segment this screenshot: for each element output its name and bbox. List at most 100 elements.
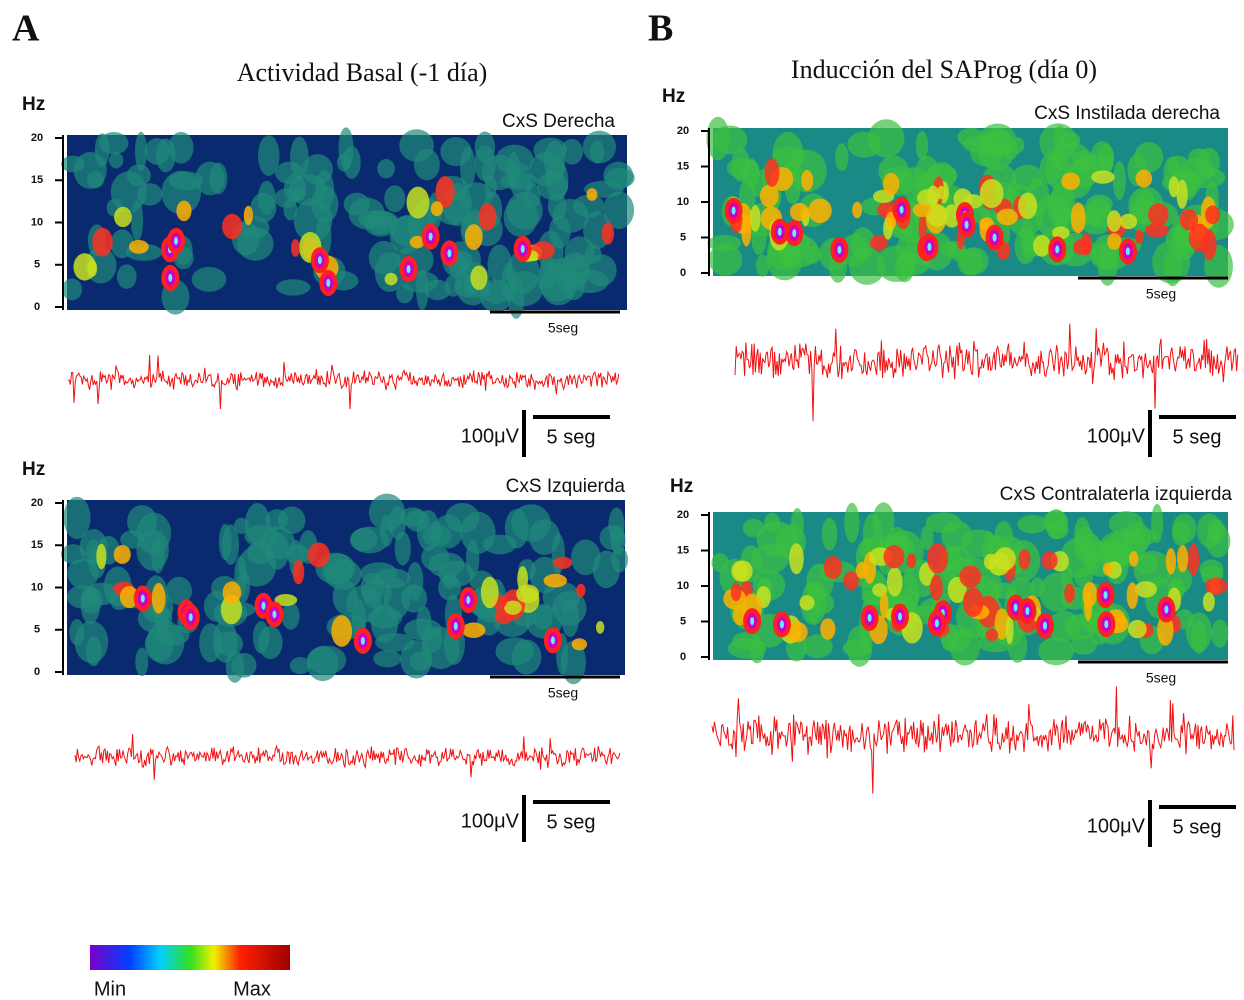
y-tick-label: 0 <box>680 651 686 663</box>
spectrogram-blob <box>464 224 483 250</box>
spectrogram <box>706 116 1234 288</box>
spectrogram-blob <box>970 139 1004 167</box>
spectrogram-blob <box>1038 636 1074 666</box>
spectrogram-blob <box>399 129 434 162</box>
spectrogram-blob <box>127 504 157 539</box>
spectrogram-blob <box>985 628 999 642</box>
spectrogram-blob <box>1112 161 1126 201</box>
spectrogram-blob <box>1047 520 1069 539</box>
spectrogram-blob <box>994 608 1010 640</box>
colorbar-max: Max <box>233 978 271 1000</box>
spectrogram-blob <box>1176 179 1188 209</box>
spectrogram-blob <box>311 185 339 223</box>
spectrogram-blob <box>416 606 432 640</box>
spectrogram-blob <box>1157 614 1174 646</box>
spectrogram-blob <box>1134 581 1157 598</box>
spectrogram-blob <box>929 574 943 601</box>
spectrogram-blob <box>245 502 271 545</box>
spectrogram-blob <box>1052 226 1070 240</box>
spectrogram-blob <box>480 576 499 609</box>
spectrogram-blob <box>274 188 298 208</box>
spectrogram-blob <box>495 637 534 666</box>
y-tick-label: 10 <box>31 216 43 228</box>
spectrogram-blob <box>237 226 274 261</box>
spectrogram-peak <box>927 242 932 251</box>
spectrogram-peak <box>1125 247 1130 256</box>
spectrogram-blob <box>926 204 949 227</box>
spectrogram-blob <box>176 200 192 222</box>
spectrogram-blob <box>608 507 625 543</box>
spectrogram-blob <box>996 208 1018 226</box>
spectrogram-blob <box>595 620 605 634</box>
spectrogram-blob <box>113 544 131 564</box>
spectrogram-peak <box>168 273 173 282</box>
spectrogram-blob <box>848 247 886 285</box>
spectrogram-blob <box>1047 611 1082 642</box>
spectrogram-blob <box>883 172 900 196</box>
spectrogram-blob <box>529 151 566 187</box>
eeg-trace <box>711 686 1235 794</box>
spectrogram-blob <box>823 556 843 579</box>
spectrogram-blob <box>1091 170 1115 184</box>
spectrogram-blob <box>289 657 311 675</box>
spectrogram-blob <box>168 131 194 164</box>
spectrogram-blob <box>1187 543 1200 576</box>
y-tick-label: 15 <box>31 539 43 551</box>
spectrogram-blob <box>844 502 860 543</box>
spectrogram-blob <box>1009 137 1025 154</box>
spectrogram-blob <box>96 543 107 570</box>
spectrogram-blob <box>1107 233 1122 250</box>
time-scale-label: 5seg <box>1146 286 1176 302</box>
spectrogram-blob <box>144 138 170 165</box>
spectrogram-blob <box>786 621 808 643</box>
spectrogram-blob <box>1070 202 1086 234</box>
spectrogram-blob <box>1165 547 1177 575</box>
spectrogram-blob <box>1123 528 1159 546</box>
spectrogram-blob <box>532 603 553 630</box>
spectrogram-blob <box>265 509 289 531</box>
spectrogram <box>61 493 628 685</box>
eeg-trace <box>74 733 621 780</box>
trace-time-scale-label: 5 seg <box>1173 426 1222 448</box>
spectrogram-peak <box>792 229 797 238</box>
spectrogram-peak <box>934 619 939 628</box>
spectrogram-blob <box>258 180 276 215</box>
y-tick-label: 10 <box>31 581 43 593</box>
trace-time-scale-label: 5 seg <box>1173 816 1222 838</box>
spectrogram-blob <box>487 244 512 285</box>
spectrogram-blob <box>275 161 304 185</box>
spectrogram-peak <box>964 220 969 229</box>
spectrogram-blob <box>741 214 752 247</box>
spectrogram-blob <box>478 203 497 231</box>
spectrogram-blob <box>135 647 149 677</box>
spectrogram-peak <box>1025 607 1030 616</box>
spectrogram-blob <box>835 143 849 172</box>
spectrogram-peak <box>750 617 755 626</box>
spectrogram-blob <box>927 185 940 206</box>
spectrogram-blob <box>108 152 124 169</box>
spectrogram-blob <box>1134 230 1144 244</box>
spectrogram-blob <box>470 265 488 291</box>
spectrogram-peak <box>1042 621 1047 630</box>
spectrogram-peak <box>1164 605 1169 614</box>
spectrogram-blob <box>730 582 742 602</box>
spectrogram-blob <box>367 607 403 629</box>
y-tick-label: 15 <box>31 174 43 186</box>
spectrogram-blob <box>481 154 517 191</box>
spectrogram-blob <box>883 545 905 569</box>
spectrogram-blob <box>927 543 949 574</box>
y-tick-label: 15 <box>677 544 689 556</box>
spectrogram-blob <box>571 638 588 651</box>
spectrogram-blob <box>276 279 311 296</box>
spectrogram-blob <box>119 585 139 609</box>
plot-label: CxS Izquierda <box>506 476 626 497</box>
spectrogram-peak <box>140 594 145 603</box>
spectrogram-blob <box>611 547 628 573</box>
spectrogram-blob <box>435 176 455 208</box>
time-scale-label: 5seg <box>548 685 578 701</box>
spectrogram-blob <box>560 138 584 165</box>
spectrogram-blob <box>1070 635 1097 655</box>
spectrogram-blob <box>220 594 243 625</box>
y-tick-label: 20 <box>677 125 689 137</box>
spectrogram-blob <box>1128 551 1139 567</box>
